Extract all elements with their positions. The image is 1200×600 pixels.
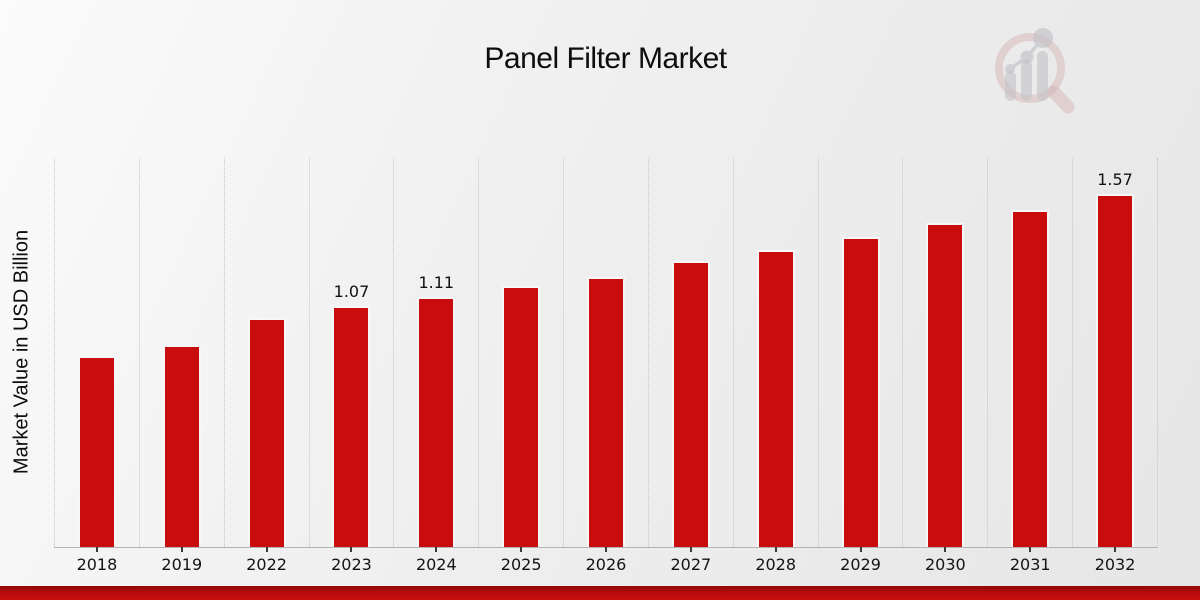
x-axis-label-2028: 2028 — [755, 555, 797, 574]
chart-column-2032: 1.57 2032 — [1072, 158, 1157, 574]
bar-2024 — [417, 297, 456, 547]
bar-2027 — [671, 261, 710, 547]
growth-bars-icon — [1005, 51, 1048, 101]
x-axis-label-2026: 2026 — [585, 555, 627, 574]
bar-2032 — [1096, 193, 1135, 547]
magnifier-growth-chart-logo — [995, 28, 1075, 114]
x-axis-label-2023: 2023 — [331, 555, 372, 574]
chart-column-2028: 2028 — [732, 158, 818, 574]
chart-column-2022: 2022 — [223, 158, 309, 574]
chart-column-2029: 2029 — [817, 158, 903, 574]
x-axis-label-2030: 2030 — [925, 555, 966, 574]
chart-column-2027: 2027 — [647, 158, 733, 574]
x-axis-tick — [1114, 547, 1117, 552]
growth-line-icon — [1005, 28, 1053, 74]
bar-2029 — [841, 236, 880, 547]
x-axis-label-2019: 2019 — [161, 555, 203, 574]
x-axis-label-2025: 2025 — [500, 555, 542, 574]
y-axis-label: Market Value in USD Billion — [10, 229, 33, 475]
x-axis-label-2032: 2032 — [1094, 555, 1136, 574]
x-axis-tick — [265, 547, 268, 552]
chart-column-2019: 2019 — [138, 158, 224, 574]
bottom-red-banner — [0, 586, 1200, 600]
x-axis-tick — [520, 547, 523, 552]
chart-column-2031: 2031 — [987, 158, 1072, 574]
chart-column-2030: 2030 — [902, 158, 987, 574]
chart-column-2025: 2025 — [478, 158, 563, 574]
bar-2030 — [926, 223, 965, 547]
bar-2031 — [1011, 209, 1050, 547]
magnifier-handle-icon — [1047, 85, 1075, 114]
x-axis-tick — [859, 547, 862, 552]
chart-column-2026: 2026 — [563, 158, 648, 574]
bar-2023 — [332, 306, 371, 547]
x-axis-label-2024: 2024 — [415, 555, 457, 574]
x-axis-tick — [435, 547, 438, 552]
x-axis-label-2018: 2018 — [76, 555, 118, 574]
bar-value-label-2023: 1.07 — [333, 282, 370, 302]
x-axis-tick — [689, 547, 692, 552]
x-axis-label-2031: 2031 — [1009, 555, 1051, 574]
bar-2022 — [247, 317, 286, 547]
bar-value-label-2024: 1.11 — [418, 273, 455, 293]
bar-2019 — [162, 344, 201, 547]
chart-column-2023: 1.07 2023 — [308, 158, 394, 574]
x-axis-label-2029: 2029 — [840, 555, 881, 574]
x-axis-tick — [944, 547, 947, 552]
bar-value-label-2032: 1.57 — [1097, 169, 1133, 189]
x-axis-tick — [180, 547, 183, 552]
x-axis-tick — [95, 547, 98, 552]
x-axis-tick — [604, 547, 607, 552]
plot-area: 2018 2019 2022 1.07 2023 1.11 2024 2025 2026 2027… — [54, 158, 1158, 574]
x-axis-label-2022: 2022 — [246, 555, 287, 574]
x-axis-tick — [1029, 547, 1032, 552]
bar-2025 — [502, 286, 541, 547]
bar-2018 — [77, 355, 116, 547]
x-axis-tick — [350, 547, 353, 552]
chart-column-2024: 1.11 2024 — [393, 158, 478, 574]
x-axis-tick — [774, 547, 777, 552]
bar-2026 — [586, 277, 625, 547]
chart-column-2018: 2018 — [54, 158, 139, 574]
bar-2028 — [756, 250, 795, 547]
x-axis-label-2027: 2027 — [670, 555, 712, 574]
chart-title: Panel Filter Market — [484, 42, 727, 75]
